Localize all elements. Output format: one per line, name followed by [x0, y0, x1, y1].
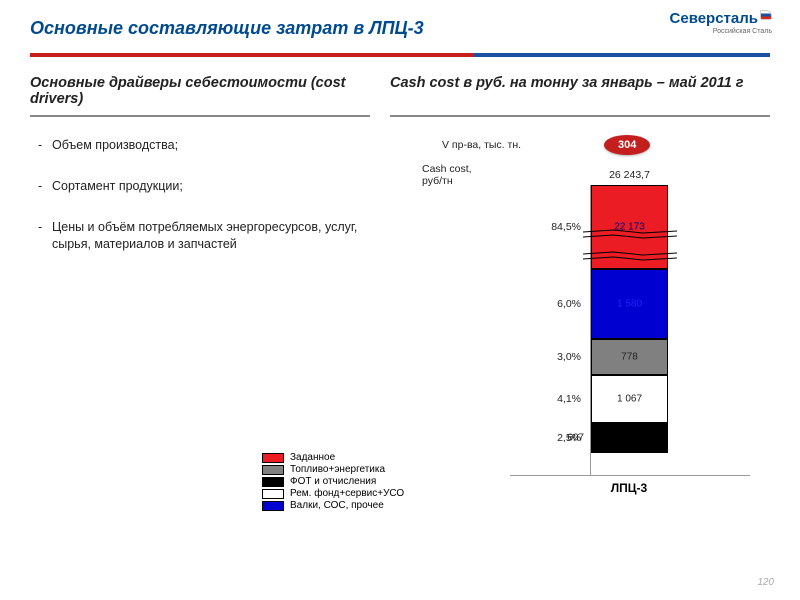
left-column: Основные драйверы себестоимости (cost dr… — [30, 75, 370, 517]
bar-segment: 1 0674,1% — [591, 375, 668, 423]
legend-item: Топливо+энергетика — [262, 464, 404, 475]
volume-badge: 304 — [604, 135, 650, 155]
logo-main-text: Северсталь — [670, 10, 758, 27]
legend-swatch — [262, 465, 284, 475]
content: Основные драйверы себестоимости (cost dr… — [0, 57, 800, 517]
x-axis-label: ЛПЦ-3 — [590, 481, 668, 495]
driver-item: Сортамент продукции; — [38, 178, 370, 195]
header: Основные составляющие затрат в ЛПЦ-3 Сев… — [0, 0, 800, 47]
left-heading: Основные драйверы себестоимости (cost dr… — [30, 75, 370, 117]
segment-value: 1 067 — [592, 394, 667, 405]
segment-pct: 3,0% — [557, 351, 581, 363]
legend-label: Рем. фонд+сервис+УСО — [290, 488, 404, 499]
axis-cost-label: Cash cost, руб/тн — [422, 163, 472, 187]
page-number: 120 — [757, 577, 774, 588]
drivers-list: Объем производства; Сортамент продукции;… — [30, 137, 370, 253]
bar-segment: 7783,0% — [591, 339, 668, 375]
legend-label: Заданное — [290, 452, 335, 463]
segment-pct: 4,1% — [557, 393, 581, 405]
segment-value: 1 580 — [592, 299, 667, 310]
driver-item: Цены и объём потребляемых энергоресурсов… — [38, 219, 370, 253]
x-axis — [510, 475, 750, 476]
bar-segment: 22 17384,5% — [591, 185, 668, 269]
segment-pct: 6,0% — [557, 298, 581, 310]
legend-swatch — [262, 489, 284, 499]
segment-value: 778 — [592, 352, 667, 363]
legend-swatch — [262, 477, 284, 487]
bar-total: 26 243,7 — [591, 169, 668, 181]
brand-logo: Северсталь Российская Сталь — [670, 10, 772, 35]
segment-pct: 2,5% — [557, 432, 581, 444]
axis-volume-label: V пр-ва, тыс. тн. — [442, 139, 521, 151]
legend-item: Рем. фонд+сервис+УСО — [262, 488, 404, 499]
legend-swatch — [262, 453, 284, 463]
right-heading: Cash cost в руб. на тонну за январь – ма… — [390, 75, 770, 117]
legend-item: ФОТ и отчисления — [262, 476, 404, 487]
driver-item: Объем производства; — [38, 137, 370, 154]
segment-value: 22 173 — [592, 222, 667, 233]
legend-label: ФОТ и отчисления — [290, 476, 376, 487]
bar-segment: 1 5806,0% — [591, 269, 668, 339]
cash-cost-chart: V пр-ва, тыс. тн. Cash cost, руб/тн 304 … — [390, 137, 770, 517]
segment-pct: 84,5% — [551, 221, 581, 233]
legend-item: Валки, СОС, прочее — [262, 500, 404, 511]
segments: 22 17384,5%1 5806,0%7783,0%1 0674,1%6072… — [591, 185, 668, 453]
stacked-bar: 26 243,7 22 17384,5%1 5806,0%7783,0%1 06… — [590, 185, 668, 475]
legend: ЗаданноеТопливо+энергетикаФОТ и отчислен… — [262, 452, 404, 512]
legend-swatch — [262, 501, 284, 511]
logo-subtext: Российская Сталь — [670, 28, 772, 35]
logo-text: Северсталь — [670, 10, 772, 27]
page-title: Основные составляющие затрат в ЛПЦ-3 — [30, 18, 770, 39]
flag-icon — [760, 10, 772, 20]
bar-segment: 6072,5% — [591, 423, 668, 453]
legend-label: Валки, СОС, прочее — [290, 500, 384, 511]
right-column: Cash cost в руб. на тонну за январь – ма… — [390, 75, 770, 517]
legend-label: Топливо+энергетика — [290, 464, 385, 475]
legend-item: Заданное — [262, 452, 404, 463]
